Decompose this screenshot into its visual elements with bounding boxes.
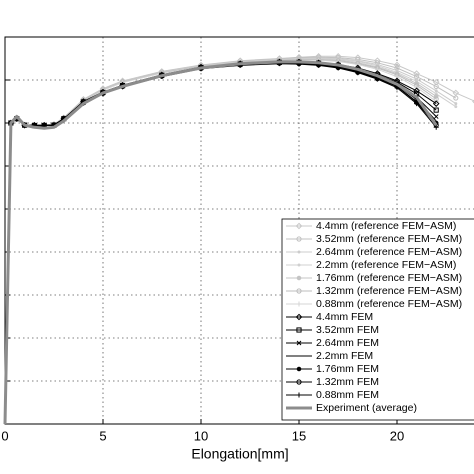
data-point (433, 124, 439, 130)
data-point (453, 95, 459, 101)
legend-marker (295, 222, 303, 230)
data-point (454, 102, 458, 106)
data-point (433, 83, 439, 90)
x-tick-label: 20 (390, 428, 404, 443)
data-point (434, 89, 438, 93)
legend-label: Experiment (average) (316, 402, 417, 414)
legend-marker (296, 327, 302, 333)
data-point (433, 107, 439, 113)
series-line (3, 60, 438, 425)
data-point (355, 70, 361, 76)
x-tick-label: 0 (1, 428, 8, 443)
legend-label: 1.32mm (reference FEM−ASM) (316, 285, 462, 297)
legend-label: 2.64mm FEM (316, 337, 379, 349)
legend-marker (296, 379, 302, 385)
legend-label: 2.64mm (reference FEM−ASM) (316, 246, 462, 258)
data-point (355, 62, 361, 68)
legend-label: 2.2mm FEM (316, 350, 373, 362)
data-point (454, 105, 458, 109)
x-tick-label: 10 (194, 428, 208, 443)
legend-marker (296, 392, 302, 398)
legend-label: 0.88mm FEM (316, 389, 379, 401)
legend-label: 2.2mm (reference FEM−ASM) (316, 259, 456, 271)
data-point (432, 100, 440, 107)
legend-label: 3.52mm FEM (316, 324, 379, 336)
legend-label: 0.88mm (reference FEM−ASM) (316, 298, 462, 310)
data-point (433, 114, 439, 119)
legend-marker (296, 288, 302, 294)
data-point (414, 84, 420, 90)
legend-label: 1.32mm FEM (316, 376, 379, 388)
x-tick-label: 15 (292, 428, 306, 443)
legend-marker (297, 250, 301, 254)
legend-label: 4.4mm FEM (316, 311, 373, 323)
legend-box (281, 218, 474, 421)
legend-marker (297, 263, 301, 267)
data-point (414, 101, 420, 107)
x-tick-label: 5 (99, 428, 106, 443)
plot-frame (4, 36, 474, 425)
data-point (374, 76, 380, 82)
legend: 4.4mm (reference FEM−ASM)3.52mm (referen… (281, 218, 474, 421)
legend-marker (296, 340, 302, 346)
legend-label: 1.76mm FEM (316, 363, 379, 375)
legend-marker (296, 366, 302, 372)
x-axis-label: Elongation[mm] (191, 446, 288, 462)
legend-label: 3.52mm (reference FEM−ASM) (316, 233, 462, 245)
legend-label: 4.4mm (reference FEM−ASM) (316, 220, 456, 232)
legend-marker (296, 301, 302, 307)
legend-marker (295, 313, 303, 321)
legend-label: 1.76mm (reference FEM−ASM) (316, 272, 462, 284)
legend-marker (296, 275, 302, 281)
legend-marker (296, 236, 302, 242)
